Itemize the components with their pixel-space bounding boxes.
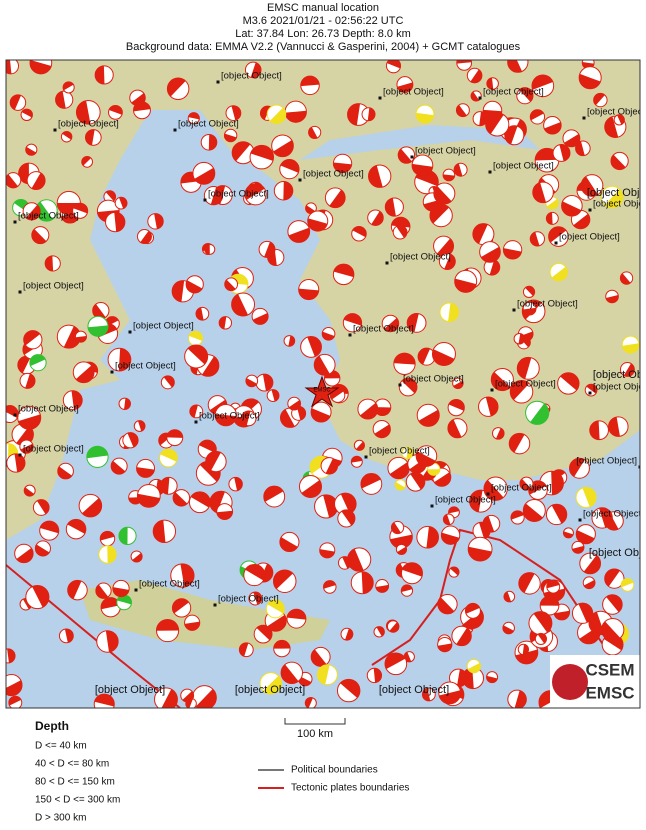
legend-item: Tectonic plates boundaries bbox=[291, 783, 409, 794]
city-marker bbox=[129, 331, 132, 334]
legend-item: D <= 40 km bbox=[35, 741, 87, 752]
city-label: [object Object] bbox=[435, 495, 496, 506]
scale-bar bbox=[285, 718, 345, 724]
header-line: EMSC manual location bbox=[267, 2, 379, 14]
city-label: [object Object] bbox=[303, 169, 364, 180]
city-marker bbox=[204, 199, 207, 202]
city-marker bbox=[365, 456, 368, 459]
city-label: [object Object] bbox=[415, 146, 476, 157]
city-marker bbox=[583, 117, 586, 120]
city-marker bbox=[19, 291, 22, 294]
city-label: [object Object] bbox=[208, 189, 269, 200]
graticule-label: [object Object] bbox=[589, 547, 646, 559]
city-marker bbox=[411, 156, 414, 159]
city-label: [object Object] bbox=[593, 199, 646, 210]
graticule-label: [object Object] bbox=[379, 684, 449, 696]
city-label: [object Object] bbox=[559, 232, 620, 243]
logo-bottom: EMSC bbox=[585, 683, 634, 702]
city-label: [object Object] bbox=[369, 446, 430, 457]
city-marker bbox=[555, 242, 558, 245]
city-marker bbox=[195, 421, 198, 424]
city-label: [object Object] bbox=[353, 324, 414, 335]
city-label: [object Object] bbox=[587, 107, 646, 118]
legend-title: Depth bbox=[35, 719, 69, 733]
city-marker bbox=[217, 81, 220, 84]
city-label: [object Object] bbox=[18, 404, 79, 415]
city-marker bbox=[589, 392, 592, 395]
city-marker bbox=[386, 262, 389, 265]
city-marker bbox=[491, 389, 494, 392]
city-marker bbox=[513, 309, 516, 312]
city-marker bbox=[349, 334, 352, 337]
city-label: [object Object] bbox=[139, 579, 200, 590]
city-label: [object Object] bbox=[383, 87, 444, 98]
city-label: [object Object] bbox=[18, 211, 79, 222]
city-marker bbox=[135, 589, 138, 592]
city-label: [object Object] bbox=[23, 281, 84, 292]
city-label: [object Object] bbox=[199, 411, 260, 422]
graticule-label: [object Object] bbox=[235, 684, 305, 696]
header-line: Background data: EMMA V2.2 (Vannucci & G… bbox=[126, 41, 521, 53]
header-line: M3.6 2021/01/21 - 02:56:22 UTC bbox=[243, 15, 404, 27]
city-label: [object Object] bbox=[576, 456, 637, 467]
graticule-label: [object Object] bbox=[587, 187, 646, 199]
city-marker bbox=[299, 179, 302, 182]
city-marker bbox=[431, 505, 434, 508]
map: EMSC [object Object][object Object][obje… bbox=[0, 52, 646, 714]
city-marker bbox=[174, 129, 177, 132]
logo-top: CSEM bbox=[585, 660, 634, 679]
city-marker bbox=[589, 209, 592, 212]
city-label: [object Object] bbox=[517, 299, 578, 310]
header-line: Lat: 37.84 Lon: 26.73 Depth: 8.0 km bbox=[235, 28, 411, 40]
city-label: [object Object] bbox=[133, 321, 194, 332]
city-label: [object Object] bbox=[593, 382, 646, 393]
city-label: [object Object] bbox=[493, 161, 554, 172]
legend-item: 40 < D <= 80 km bbox=[35, 759, 109, 770]
legend-item: Political boundaries bbox=[291, 765, 378, 776]
epicenter-label: EMSC bbox=[313, 388, 331, 394]
city-marker bbox=[19, 454, 22, 457]
city-label: [object Object] bbox=[178, 119, 239, 130]
city-marker bbox=[489, 171, 492, 174]
city-marker bbox=[399, 384, 402, 387]
city-label: [object Object] bbox=[495, 379, 556, 390]
logo-globe bbox=[552, 664, 588, 700]
scale-label: 100 km bbox=[297, 728, 333, 740]
city-marker bbox=[479, 97, 482, 100]
city-label: [object Object] bbox=[583, 509, 644, 520]
city-marker bbox=[214, 604, 217, 607]
city-label: [object Object] bbox=[491, 483, 552, 494]
city-label: [object Object] bbox=[58, 119, 119, 130]
graticule-label: [object Object] bbox=[593, 369, 646, 381]
city-marker bbox=[14, 414, 17, 417]
legend-item: 150 < D <= 300 km bbox=[35, 795, 120, 806]
city-label: [object Object] bbox=[218, 594, 279, 605]
graticule-label: [object Object] bbox=[95, 684, 165, 696]
legend-item: D > 300 km bbox=[35, 813, 86, 824]
city-label: [object Object] bbox=[115, 361, 176, 372]
city-marker bbox=[14, 221, 17, 224]
city-marker bbox=[54, 129, 57, 132]
city-marker bbox=[379, 97, 382, 100]
city-label: [object Object] bbox=[403, 374, 464, 385]
city-label: [object Object] bbox=[221, 71, 282, 82]
legend-item: 80 < D <= 150 km bbox=[35, 777, 115, 788]
city-label: [object Object] bbox=[23, 444, 84, 455]
city-marker bbox=[111, 371, 114, 374]
city-label: [object Object] bbox=[390, 252, 451, 263]
city-marker bbox=[579, 519, 582, 522]
city-label: [object Object] bbox=[483, 87, 544, 98]
